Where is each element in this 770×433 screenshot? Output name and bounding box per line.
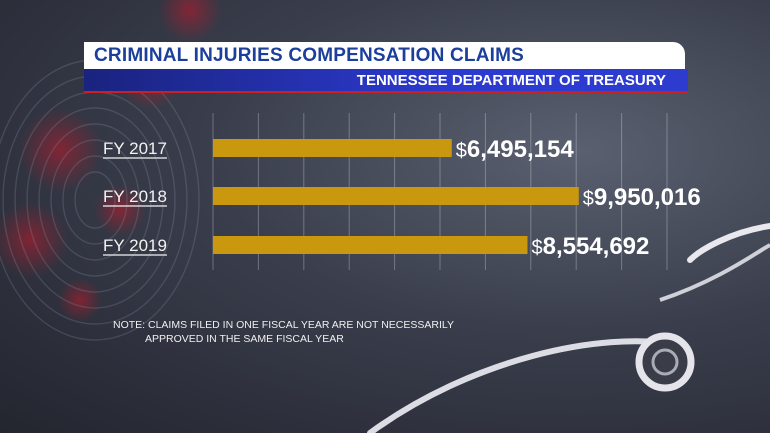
value-label: $9,950,016 xyxy=(583,184,701,211)
category-label: FY 2017 xyxy=(103,139,167,158)
value-label: $6,495,154 xyxy=(456,136,575,163)
category-label: FY 2018 xyxy=(103,187,167,206)
footnote-line-2: APPROVED IN THE SAME FISCAL YEAR xyxy=(145,333,344,345)
subtitle-bar: TENNESSEE DEPARTMENT OF TREASURY xyxy=(84,69,688,93)
footnote-line-1: NOTE: CLAIMS FILED IN ONE FISCAL YEAR AR… xyxy=(113,319,454,331)
footnote: NOTE: CLAIMS FILED IN ONE FISCAL YEAR AR… xyxy=(113,318,513,346)
chart-title: CRIMINAL INJURIES COMPENSATION CLAIMS xyxy=(94,45,524,66)
stethoscope-graphic xyxy=(367,223,770,433)
bar xyxy=(213,236,528,254)
category-label: FY 2019 xyxy=(103,236,167,255)
chart-subtitle: TENNESSEE DEPARTMENT OF TREASURY xyxy=(356,72,666,89)
value-label: $8,554,692 xyxy=(531,233,649,260)
title-bar: CRIMINAL INJURIES COMPENSATION CLAIMS xyxy=(84,42,685,69)
bar xyxy=(213,187,579,205)
bar xyxy=(213,139,452,157)
